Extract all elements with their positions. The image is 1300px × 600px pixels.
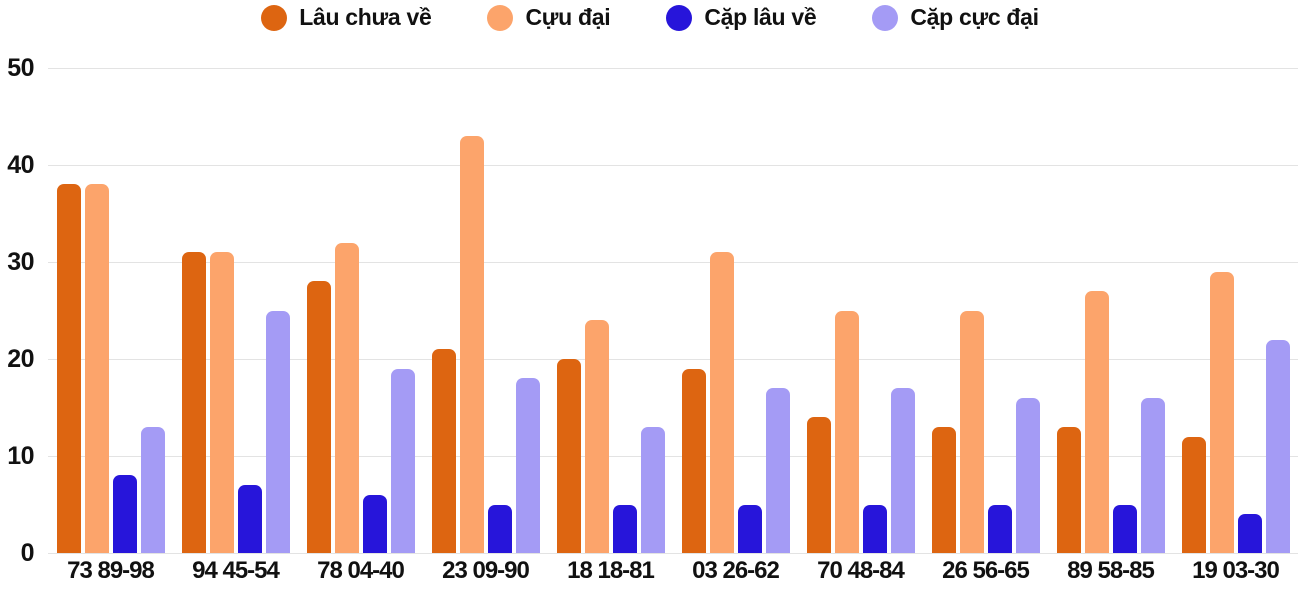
bar-s3-c6 (737, 504, 762, 553)
bar-s1-c4 (431, 349, 456, 553)
bar-group-9 (1048, 68, 1173, 553)
x-axis-tick-label: 89 58-85 (1067, 557, 1155, 584)
legend-item-1[interactable]: Lâu chưa về (261, 4, 432, 31)
bar-group-2 (173, 68, 298, 553)
y-axis-tick-label: 30 (7, 248, 34, 276)
legend-label: Lâu chưa về (299, 4, 432, 30)
bar-s2-c1 (84, 184, 109, 553)
bar-s1-c3 (306, 281, 331, 553)
bar-s3-c2 (237, 485, 262, 553)
legend-item-4[interactable]: Cặp cực đại (872, 4, 1039, 31)
bar-group-3 (298, 68, 423, 553)
y-axis-tick-label: 0 (20, 539, 35, 567)
bar-s2-c8 (959, 310, 984, 553)
x-axis-tick-label: 73 89-98 (67, 557, 155, 584)
bar-s4-c8 (1015, 397, 1040, 553)
bar-group-4 (423, 68, 548, 553)
bar-s3-c7 (862, 504, 887, 553)
bar-s3-c5 (612, 504, 637, 553)
bar-s2-c4 (459, 135, 484, 553)
x-axis-tick-label: 18 18-81 (567, 557, 655, 584)
bar-s4-c10 (1265, 339, 1290, 553)
bar-s4-c2 (265, 310, 290, 553)
legend-label: Cựu đại (525, 4, 611, 30)
legend-label: Cặp cực đại (910, 4, 1039, 30)
x-axis-tick-label: 19 03-30 (1192, 557, 1280, 584)
bar-s4-c5 (640, 426, 665, 553)
bar-s3-c9 (1112, 504, 1137, 553)
x-axis-tick-label: 23 09-90 (442, 557, 530, 584)
gridline (48, 553, 1298, 554)
bar-group-10 (1173, 68, 1298, 553)
legend: Lâu chưa về Cựu đại Cặp lâu về Cặp cực đại (0, 4, 1300, 31)
bar-s4-c4 (515, 378, 540, 553)
gridline (48, 68, 1298, 69)
bar-s4-c9 (1140, 397, 1165, 553)
bar-groups (48, 68, 1298, 553)
legend-dot-icon (487, 4, 514, 31)
bar-s3-c8 (987, 504, 1012, 553)
x-axis-tick-label: 03 26-62 (692, 557, 780, 584)
bar-group-7 (798, 68, 923, 553)
bar-s1-c1 (56, 184, 81, 553)
bar-s4-c3 (390, 368, 415, 553)
bar-s1-c5 (556, 359, 581, 553)
legend-dot-icon (261, 4, 288, 31)
gridline (48, 456, 1298, 457)
bar-s2-c9 (1084, 291, 1109, 553)
bar-group-5 (548, 68, 673, 553)
y-axis-tick-label: 10 (7, 442, 34, 470)
legend-dot-icon (872, 4, 899, 31)
bar-s2-c7 (834, 310, 859, 553)
bar-s1-c6 (681, 368, 706, 553)
bar-s2-c10 (1209, 271, 1234, 553)
bar-s2-c5 (584, 320, 609, 553)
legend-item-3[interactable]: Cặp lâu về (666, 4, 817, 31)
bar-s1-c9 (1056, 426, 1081, 553)
x-axis-tick-label: 26 56-65 (942, 557, 1030, 584)
bar-s4-c1 (140, 426, 165, 553)
bar-s1-c8 (931, 426, 956, 553)
bar-s4-c6 (765, 388, 790, 553)
bar-s3-c1 (112, 475, 137, 553)
y-axis-tick-label: 50 (7, 54, 34, 82)
legend-dot-icon (666, 4, 693, 31)
bar-s3-c3 (362, 494, 387, 553)
y-axis-tick-label: 20 (7, 345, 34, 373)
bar-s1-c10 (1181, 436, 1206, 553)
x-axis-labels: 73 89-98 94 45-54 78 04-40 23 09-90 18 18-81… (48, 557, 1298, 585)
bar-group-6 (673, 68, 798, 553)
x-axis-tick-label: 94 45-54 (192, 557, 280, 584)
x-axis-tick-label: 70 48-84 (817, 557, 905, 584)
bar-group-1 (48, 68, 173, 553)
bar-s2-c3 (334, 242, 359, 553)
gridline (48, 165, 1298, 166)
legend-label: Cặp lâu về (704, 4, 817, 30)
bar-s4-c7 (890, 388, 915, 553)
bar-s1-c7 (806, 417, 831, 553)
x-axis-tick-label: 78 04-40 (317, 557, 405, 584)
gridline (48, 262, 1298, 263)
bar-s1-c2 (181, 252, 206, 553)
gridline (48, 359, 1298, 360)
bar-group-8 (923, 68, 1048, 553)
bar-s3-c10 (1237, 514, 1262, 553)
y-axis-tick-label: 40 (7, 151, 34, 179)
bar-s2-c6 (709, 252, 734, 553)
bar-s3-c4 (487, 504, 512, 553)
bar-s2-c2 (209, 252, 234, 553)
legend-item-2[interactable]: Cựu đại (487, 4, 611, 31)
